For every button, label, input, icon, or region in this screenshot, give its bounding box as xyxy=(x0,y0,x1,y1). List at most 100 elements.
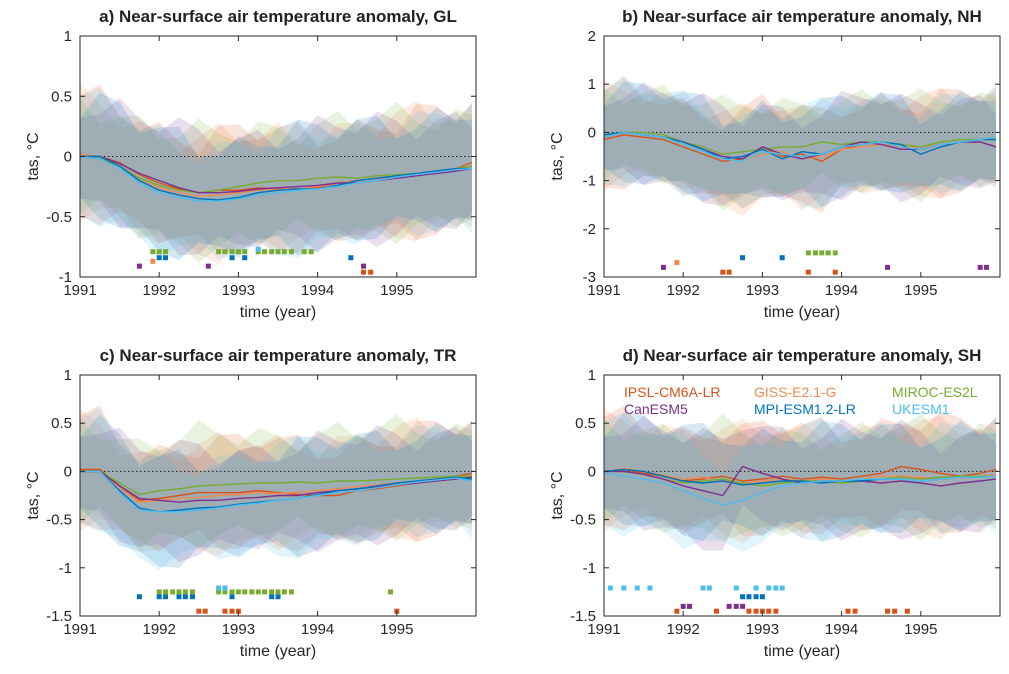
marker-miroc-es2l xyxy=(156,589,162,595)
marker-ukesm1 xyxy=(706,585,712,591)
y-tick-label: -2 xyxy=(583,221,596,238)
marker-ipsl-cm6a-lr xyxy=(726,269,732,275)
marker-miroc-es2l xyxy=(281,589,287,595)
marker-miroc-es2l xyxy=(249,589,255,595)
marker-canesm5 xyxy=(361,263,367,269)
x-axis-label: time (year) xyxy=(240,304,316,321)
envelope-ipsl-cm6a-lr xyxy=(80,84,473,254)
y-tick-label: -1 xyxy=(59,560,72,577)
plot-area xyxy=(604,36,1000,277)
x-tick-label: 1995 xyxy=(380,282,413,299)
x-tick-label: 1994 xyxy=(301,282,334,299)
marker-miroc-es2l xyxy=(189,589,195,595)
y-tick-label: 0 xyxy=(588,463,596,480)
envelope-giss-e2-1-g xyxy=(604,80,997,217)
envelope-ukesm1 xyxy=(80,408,473,570)
series-line-canesm5 xyxy=(80,155,473,194)
marker-ipsl-cm6a-lr xyxy=(885,608,891,614)
marker-miroc-es2l xyxy=(812,250,818,256)
x-tick-label: 1994 xyxy=(825,621,858,638)
marker-mpi-esm1-2-lr xyxy=(229,255,235,261)
marker-ukesm1 xyxy=(766,585,772,591)
y-tick-label: 0 xyxy=(588,124,596,141)
envelope-miroc-es2l xyxy=(80,414,473,549)
envelope-mpi-esm1-2-lr xyxy=(80,92,473,261)
y-tick-label: 0 xyxy=(64,463,72,480)
marker-miroc-es2l xyxy=(819,250,825,256)
marker-miroc-es2l xyxy=(825,250,831,256)
axes-box xyxy=(603,35,1001,278)
x-tick-label: 1991 xyxy=(587,282,620,299)
marker-ipsl-cm6a-lr xyxy=(746,608,752,614)
marker-miroc-es2l xyxy=(229,589,235,595)
axes-box xyxy=(79,374,477,617)
marker-ukesm1 xyxy=(753,585,759,591)
marker-ipsl-cm6a-lr xyxy=(368,269,374,275)
marker-mpi-esm1-2-lr xyxy=(348,255,354,261)
marker-canesm5 xyxy=(740,603,746,609)
marker-ipsl-cm6a-lr xyxy=(753,608,759,614)
marker-canesm5 xyxy=(136,263,142,269)
marker-giss-e2-1-g xyxy=(674,260,680,266)
plot-area xyxy=(80,375,476,616)
marker-miroc-es2l xyxy=(301,249,307,255)
marker-miroc-es2l xyxy=(308,249,314,255)
marker-ukesm1 xyxy=(621,585,627,591)
series-line-mpi-esm1-2-lr xyxy=(80,155,472,201)
marker-miroc-es2l xyxy=(242,589,248,595)
marker-ipsl-cm6a-lr xyxy=(832,269,838,275)
y-axis-label: tas, °C xyxy=(549,471,566,519)
y-axis-label: tas, °C xyxy=(549,132,566,180)
marker-mpi-esm1-2-lr xyxy=(753,594,759,600)
envelope-canesm5 xyxy=(604,82,997,206)
chart-title: c) Near-surface air temperature anomaly,… xyxy=(100,346,457,365)
x-tick-label: 1994 xyxy=(301,621,334,638)
marker-miroc-es2l xyxy=(288,249,294,255)
marker-giss-e2-1-g xyxy=(150,258,156,264)
marker-canesm5 xyxy=(726,603,732,609)
x-tick-label: 1993 xyxy=(222,621,255,638)
marker-ukesm1 xyxy=(634,585,640,591)
plot-area xyxy=(604,375,1000,616)
legend-entry-mpi-esm1-2-lr: MPI-ESM1.2-LR xyxy=(754,401,856,417)
marker-miroc-es2l xyxy=(805,250,811,256)
series-line-ukesm1 xyxy=(80,470,473,513)
chart-panel-b: -3 -2 -1 0 1 2 1991 1992 1993 1994 1995 b) Near-sur… xyxy=(549,7,1001,321)
marker-canesm5 xyxy=(885,264,891,270)
series-line-ukesm1 xyxy=(80,155,473,202)
plot-background xyxy=(80,36,476,277)
marker-mpi-esm1-2-lr xyxy=(740,594,746,600)
marker-mpi-esm1-2-lr xyxy=(156,255,162,261)
marker-miroc-es2l xyxy=(832,250,838,256)
marker-ukesm1 xyxy=(222,585,228,591)
x-axis-label: time (year) xyxy=(240,643,316,660)
marker-miroc-es2l xyxy=(235,249,241,255)
marker-mpi-esm1-2-lr xyxy=(189,594,195,600)
marker-ukesm1 xyxy=(779,585,785,591)
x-tick-label: 1993 xyxy=(746,621,779,638)
y-axis-label: tas, °C xyxy=(25,471,42,519)
marker-mpi-esm1-2-lr xyxy=(163,255,169,261)
plot-area xyxy=(80,36,476,277)
series-line-ukesm1 xyxy=(604,131,997,163)
marker-ipsl-cm6a-lr xyxy=(229,608,235,614)
marker-ipsl-cm6a-lr xyxy=(361,269,367,275)
x-axis-label: time (year) xyxy=(764,643,840,660)
chart-panel-d: -1.5 -1 -0.5 0 0.5 1 1991 1992 1993 1994 1995 d) Ne… xyxy=(549,346,1001,660)
marker-ipsl-cm6a-lr xyxy=(720,269,726,275)
marker-canesm5 xyxy=(984,264,990,270)
marker-miroc-es2l xyxy=(216,249,222,255)
y-tick-label: -0.5 xyxy=(46,209,72,226)
marker-miroc-es2l xyxy=(255,589,261,595)
y-tick-label: -0.5 xyxy=(570,512,596,529)
y-tick-label: 0.5 xyxy=(51,88,72,105)
marker-ipsl-cm6a-lr xyxy=(222,608,228,614)
marker-miroc-es2l xyxy=(222,249,228,255)
x-tick-label: 1992 xyxy=(667,282,700,299)
y-tick-label: -1 xyxy=(583,173,596,190)
y-tick-label: 1 xyxy=(64,367,72,384)
marker-mpi-esm1-2-lr xyxy=(740,255,746,261)
envelope-mpi-esm1-2-lr xyxy=(604,81,997,208)
envelope-ukesm1 xyxy=(80,87,473,260)
